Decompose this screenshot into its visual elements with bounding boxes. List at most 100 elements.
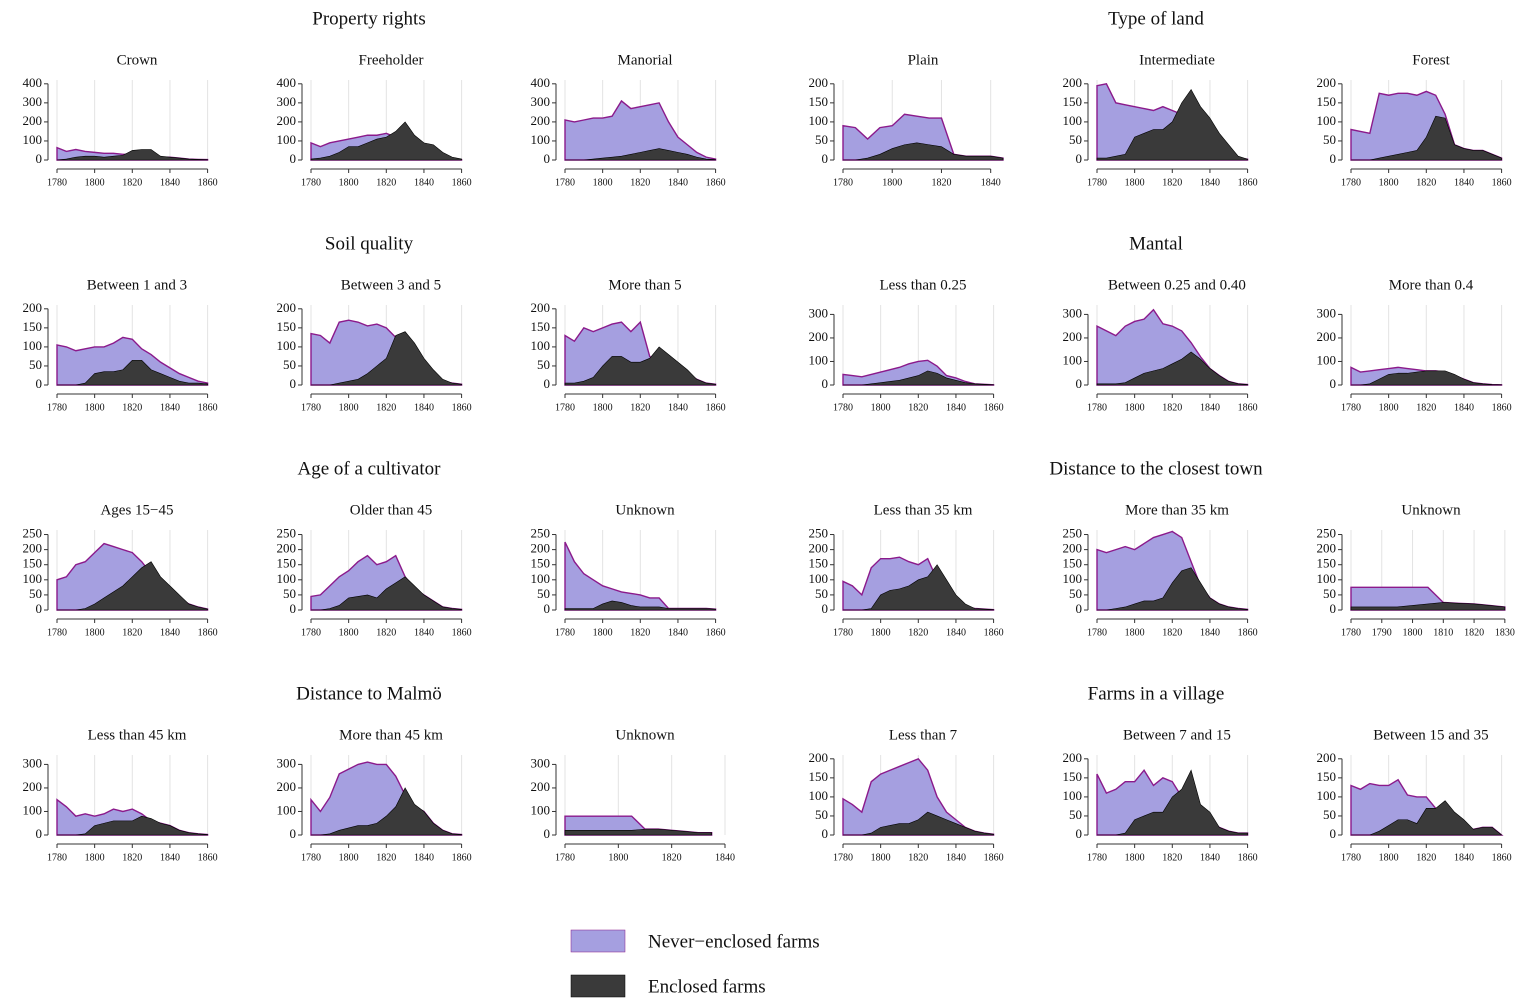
y-tick-label: 0 bbox=[1076, 601, 1083, 616]
x-tick-label: 1780 bbox=[555, 177, 575, 188]
enclosed-area bbox=[564, 828, 712, 836]
y-tick-label: 100 bbox=[809, 352, 829, 367]
y-tick-label: 300 bbox=[277, 94, 297, 109]
panel-title: More than 35 km bbox=[1125, 502, 1229, 518]
y-tick-label: 50 bbox=[815, 586, 828, 601]
x-tick-label: 1820 bbox=[122, 852, 142, 863]
x-tick-label: 1780 bbox=[47, 852, 67, 863]
x-tick-label: 1780 bbox=[301, 402, 321, 413]
y-tick-label: 200 bbox=[1063, 750, 1083, 765]
y-tick-label: 50 bbox=[1323, 807, 1336, 822]
x-tick-label: 1780 bbox=[47, 402, 67, 413]
y-tick-label: 200 bbox=[809, 750, 829, 765]
group-title: Mantal bbox=[1129, 233, 1183, 254]
x-tick-label: 1800 bbox=[1403, 627, 1423, 638]
y-tick-label: 200 bbox=[277, 541, 297, 556]
legend-label: Never−enclosed farms bbox=[648, 931, 820, 952]
x-tick-label: 1780 bbox=[833, 627, 853, 638]
panel-title: Less than 0.25 bbox=[879, 277, 966, 293]
enclosed-area bbox=[843, 811, 994, 836]
x-tick-label: 1860 bbox=[706, 627, 726, 638]
x-tick-label: 1840 bbox=[946, 627, 966, 638]
x-tick-label: 1800 bbox=[339, 177, 359, 188]
enclosed-area bbox=[311, 576, 462, 611]
y-tick-label: 250 bbox=[277, 526, 297, 541]
x-tick-label: 1860 bbox=[1238, 852, 1258, 863]
enclosed-area bbox=[310, 121, 462, 161]
y-tick-label: 100 bbox=[277, 132, 297, 147]
x-tick-label: 1840 bbox=[414, 177, 434, 188]
y-tick-label: 200 bbox=[1317, 750, 1337, 765]
y-tick-label: 100 bbox=[531, 132, 551, 147]
y-tick-label: 400 bbox=[23, 75, 43, 90]
x-tick-label: 1780 bbox=[1341, 852, 1361, 863]
x-tick-label: 1780 bbox=[1087, 627, 1107, 638]
x-tick-label: 1860 bbox=[706, 177, 726, 188]
x-tick-label: 1860 bbox=[984, 402, 1004, 413]
enclosed-area bbox=[311, 787, 462, 836]
x-tick-label: 1860 bbox=[984, 852, 1004, 863]
panel-title: Between 7 and 15 bbox=[1123, 727, 1231, 743]
x-tick-label: 1800 bbox=[593, 627, 613, 638]
y-tick-label: 100 bbox=[277, 338, 297, 353]
panel-title: Plain bbox=[908, 52, 939, 68]
x-tick-label: 1780 bbox=[47, 177, 67, 188]
x-tick-label: 1800 bbox=[1125, 852, 1145, 863]
x-tick-label: 1860 bbox=[1492, 402, 1512, 413]
legend-swatch bbox=[570, 974, 626, 998]
panel-title: Unknown bbox=[615, 502, 675, 518]
y-tick-label: 0 bbox=[544, 826, 551, 841]
x-tick-label: 1830 bbox=[1495, 627, 1515, 638]
y-tick-label: 0 bbox=[1330, 376, 1337, 391]
x-tick-label: 1800 bbox=[339, 852, 359, 863]
x-tick-label: 1860 bbox=[452, 402, 472, 413]
x-tick-label: 1800 bbox=[1379, 177, 1399, 188]
x-tick-label: 1840 bbox=[160, 177, 180, 188]
y-tick-label: 150 bbox=[531, 556, 551, 571]
x-tick-label: 1800 bbox=[608, 852, 628, 863]
x-tick-label: 1780 bbox=[555, 402, 575, 413]
panel-title: Between 15 and 35 bbox=[1373, 727, 1488, 743]
y-tick-label: 0 bbox=[290, 601, 297, 616]
y-tick-label: 200 bbox=[1063, 329, 1083, 344]
x-tick-label: 1840 bbox=[414, 852, 434, 863]
y-tick-label: 100 bbox=[1317, 571, 1337, 586]
y-tick-label: 100 bbox=[23, 132, 43, 147]
enclosed-area bbox=[57, 561, 208, 611]
y-tick-label: 0 bbox=[36, 826, 43, 841]
y-tick-label: 200 bbox=[809, 541, 829, 556]
x-tick-label: 1800 bbox=[1125, 177, 1145, 188]
x-tick-label: 1790 bbox=[1372, 627, 1392, 638]
x-tick-label: 1820 bbox=[908, 402, 928, 413]
y-tick-label: 300 bbox=[23, 755, 43, 770]
y-tick-label: 200 bbox=[809, 329, 829, 344]
y-tick-label: 100 bbox=[1063, 788, 1083, 803]
x-tick-label: 1820 bbox=[376, 402, 396, 413]
x-tick-label: 1820 bbox=[1416, 177, 1436, 188]
y-tick-label: 0 bbox=[1330, 601, 1337, 616]
x-tick-label: 1780 bbox=[1087, 177, 1107, 188]
x-tick-label: 1860 bbox=[1492, 852, 1512, 863]
enclosed-area bbox=[57, 815, 208, 836]
y-tick-label: 100 bbox=[1317, 352, 1337, 367]
enclosed-area bbox=[311, 331, 462, 386]
y-tick-label: 200 bbox=[531, 300, 551, 315]
panel-title: Freeholder bbox=[359, 52, 424, 68]
y-tick-label: 200 bbox=[1317, 75, 1337, 90]
x-tick-label: 1780 bbox=[833, 852, 853, 863]
x-tick-label: 1860 bbox=[1492, 177, 1512, 188]
y-tick-label: 0 bbox=[822, 826, 829, 841]
enclosed-area bbox=[1351, 115, 1502, 161]
y-tick-label: 200 bbox=[277, 779, 297, 794]
x-tick-label: 1800 bbox=[871, 627, 891, 638]
x-tick-label: 1820 bbox=[662, 852, 682, 863]
x-tick-label: 1840 bbox=[1200, 852, 1220, 863]
y-tick-label: 200 bbox=[23, 113, 43, 128]
x-tick-label: 1780 bbox=[833, 177, 853, 188]
group-title: Type of land bbox=[1108, 8, 1204, 29]
x-tick-label: 1840 bbox=[668, 402, 688, 413]
enclosed-area bbox=[1351, 370, 1502, 386]
y-tick-label: 400 bbox=[531, 75, 551, 90]
panel-title: Intermediate bbox=[1139, 52, 1215, 68]
